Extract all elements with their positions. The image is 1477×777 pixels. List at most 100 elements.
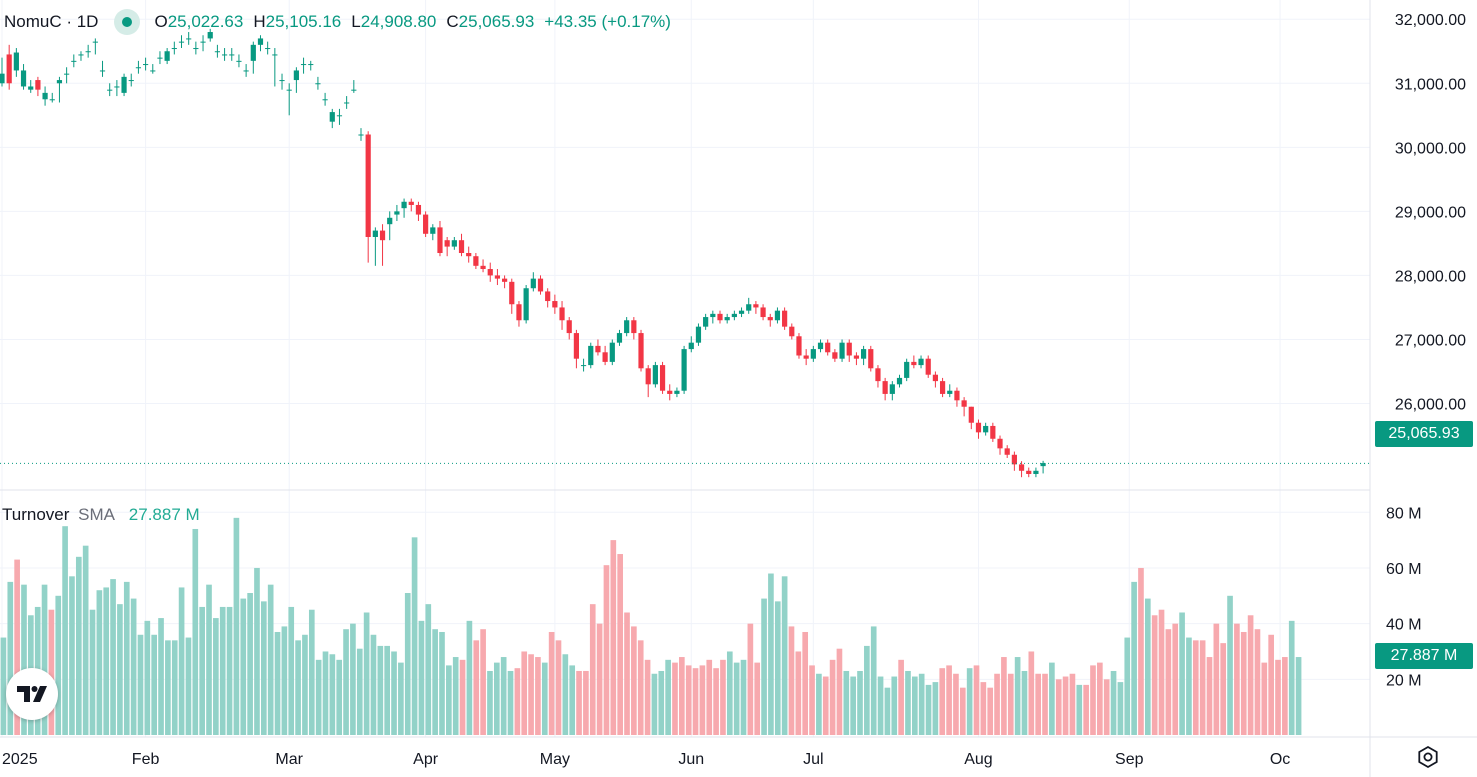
turnover-bar	[912, 676, 918, 735]
turnover-bar	[1240, 631, 1247, 735]
turnover-bar	[192, 528, 199, 735]
turnover-bar	[576, 670, 582, 735]
turnover-bar	[261, 601, 267, 735]
candle-body	[602, 352, 608, 362]
candle-body	[387, 217, 393, 225]
candle-body	[114, 86, 120, 88]
candle-body	[358, 134, 364, 136]
candle-body	[221, 54, 228, 56]
candle-body	[545, 291, 551, 302]
symbol-name[interactable]: NomuC · 1D	[4, 12, 99, 31]
time-tick-label: Sep	[1115, 751, 1144, 768]
turnover-bar	[507, 670, 514, 735]
candle-body	[853, 355, 860, 359]
sma-label: SMA	[78, 505, 115, 524]
price-tick-label: 27,000.00	[1395, 332, 1466, 349]
turnover-bar	[308, 609, 315, 735]
candle-body	[810, 349, 816, 359]
turnover-bar	[21, 584, 27, 735]
candle-body	[861, 349, 867, 359]
sma-value: 27.887 M	[128, 505, 200, 524]
candle-body	[494, 275, 501, 279]
turnover-bar	[679, 657, 685, 735]
turnover-bar	[452, 657, 459, 735]
candle-body	[710, 313, 716, 318]
turnover-bar	[336, 659, 343, 735]
turnover-bar	[295, 640, 301, 735]
turnover-bar	[1295, 657, 1302, 735]
candle-body	[1004, 448, 1010, 455]
turnover-bar	[343, 629, 349, 735]
turnover-bar	[713, 668, 719, 735]
turnover-bars	[0, 517, 1302, 735]
turnover-bar	[583, 670, 589, 735]
turnover-bar	[425, 604, 432, 735]
turnover-bar	[1158, 609, 1165, 735]
tradingview-logo-icon[interactable]	[6, 668, 58, 720]
turnover-bar	[624, 612, 630, 735]
turnover-bar	[1090, 665, 1096, 735]
turnover-bar	[123, 581, 130, 735]
turnover-bar	[459, 659, 466, 735]
low-value: 24,908.80	[360, 12, 437, 31]
turnover-bar	[247, 593, 253, 735]
turnover-bar	[768, 573, 774, 735]
turnover-bar	[528, 654, 534, 735]
time-tick-label: Mar	[275, 751, 303, 768]
turnover-bar	[1131, 581, 1137, 735]
turnover-bar	[240, 598, 247, 735]
turnover-bar	[322, 651, 329, 735]
candle-body	[559, 307, 565, 321]
candle-body	[143, 64, 149, 66]
candle-body	[1011, 454, 1017, 465]
candle-body	[753, 304, 759, 308]
turnover-legend[interactable]: Turnover SMA 27.887 M	[2, 505, 200, 525]
candle-body	[1040, 463, 1046, 467]
turnover-bar	[384, 645, 390, 735]
candle-body	[681, 349, 687, 391]
turnover-bar	[555, 640, 562, 735]
candle-body	[351, 89, 357, 91]
candle-body	[408, 201, 414, 205]
turnover-bar	[62, 526, 68, 735]
turnover-bar	[356, 648, 363, 735]
candle-body	[78, 54, 84, 56]
turnover-bar	[1097, 662, 1103, 735]
price-tick-label: 30,000.00	[1395, 140, 1466, 157]
candle-body	[372, 230, 378, 237]
candle-body	[846, 342, 852, 356]
turnover-bar	[1144, 598, 1151, 735]
turnover-bar	[96, 590, 103, 735]
candle-body	[918, 358, 924, 366]
turnover-bar	[637, 640, 644, 735]
turnover-bar	[994, 673, 1000, 735]
candle-body	[961, 400, 967, 407]
candle-body	[631, 320, 637, 334]
turnover-bar	[514, 668, 521, 735]
candle-body	[13, 52, 19, 71]
turnover-bar	[439, 631, 445, 735]
turnover-bar	[274, 631, 281, 735]
candle-body	[983, 425, 989, 433]
turnover-bar	[404, 593, 411, 735]
turnover-bar	[226, 606, 233, 735]
candle-body	[451, 240, 457, 247]
gear-icon[interactable]	[1416, 745, 1440, 769]
turnover-bar	[1234, 623, 1240, 735]
turnover-bar	[795, 651, 802, 735]
market-status-icon[interactable]	[114, 9, 141, 35]
candle-body	[293, 70, 299, 81]
symbol-legend: NomuC · 1D O 25,022.63 H 25,105.16 L 24,908…	[4, 8, 671, 36]
turnover-bar	[610, 540, 617, 735]
price-tick-label: 31,000.00	[1395, 76, 1466, 93]
turnover-bar	[966, 668, 973, 735]
candle-body	[530, 278, 536, 289]
candle-body	[746, 304, 752, 311]
candle-body	[523, 288, 529, 321]
candle-body	[832, 352, 838, 359]
candle-body	[329, 112, 335, 122]
candle-body	[49, 99, 55, 101]
turnover-bar	[178, 587, 185, 735]
candle-body	[609, 342, 615, 362]
